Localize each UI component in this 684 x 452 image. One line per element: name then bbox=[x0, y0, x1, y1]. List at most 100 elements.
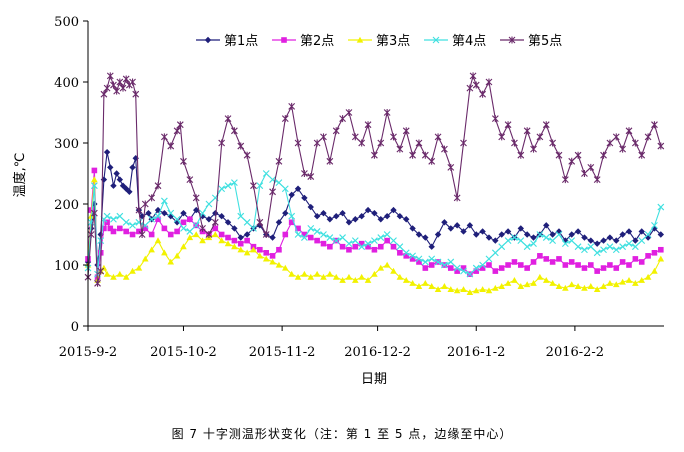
series-5-point bbox=[638, 151, 646, 159]
series-4-point bbox=[371, 237, 378, 244]
series-2-point bbox=[225, 234, 231, 241]
series-1-point bbox=[657, 231, 665, 238]
series-5-point bbox=[250, 182, 257, 190]
series-2-point bbox=[607, 262, 613, 268]
series-3-point bbox=[600, 283, 607, 289]
series-5-point bbox=[237, 142, 245, 150]
series-3-point bbox=[498, 283, 506, 289]
series-4-point bbox=[313, 228, 321, 235]
series-3-point bbox=[186, 234, 194, 241]
series-2-point bbox=[377, 243, 384, 250]
series-1-point bbox=[91, 200, 98, 208]
series-5-point bbox=[409, 151, 416, 159]
series-5-point bbox=[644, 133, 652, 141]
series-3-point bbox=[313, 270, 321, 277]
x-tick-label: 2016-12-2 bbox=[344, 345, 411, 360]
series-5-point bbox=[421, 151, 429, 159]
series-2-point bbox=[626, 262, 632, 268]
series-2-point bbox=[409, 256, 416, 262]
legend-swatch-marker bbox=[204, 36, 212, 44]
series-4-point bbox=[275, 179, 283, 187]
series-3-point bbox=[294, 273, 302, 280]
series-1-point bbox=[396, 213, 404, 220]
series-5-point bbox=[138, 231, 146, 238]
series-4-point bbox=[428, 255, 436, 263]
series-1-point bbox=[473, 231, 480, 238]
series-2-point bbox=[645, 253, 651, 259]
series-1-point bbox=[504, 228, 512, 235]
series-2-point bbox=[161, 225, 168, 232]
series-2-point bbox=[257, 246, 263, 253]
series-3-point bbox=[275, 261, 283, 268]
series-2-point bbox=[613, 265, 620, 271]
series-3-point bbox=[148, 246, 155, 253]
series-2-point bbox=[619, 259, 626, 265]
series-3-point bbox=[428, 283, 435, 289]
series-4-point bbox=[421, 258, 429, 266]
series-1-point bbox=[231, 225, 238, 232]
series-4-point bbox=[638, 237, 646, 244]
series-4-point bbox=[256, 182, 264, 190]
series-5-point bbox=[180, 157, 187, 165]
series-3-point bbox=[434, 286, 442, 292]
series-5-point bbox=[469, 72, 477, 80]
series-4-point bbox=[122, 218, 130, 226]
series-4-point bbox=[447, 258, 455, 266]
series-3-point bbox=[91, 176, 98, 183]
series-5-point bbox=[555, 151, 563, 159]
series-4-line bbox=[87, 172, 662, 275]
series-1-point bbox=[593, 240, 601, 247]
series-1-point bbox=[97, 231, 104, 238]
series-1-point bbox=[383, 213, 391, 220]
series-4-point bbox=[180, 225, 187, 232]
legend-label: 第4点 bbox=[452, 34, 486, 49]
series-3-point bbox=[103, 270, 111, 277]
series-1-point bbox=[352, 216, 359, 223]
series-4-point bbox=[466, 270, 474, 278]
series-1-point bbox=[218, 213, 225, 220]
series-4-point bbox=[651, 221, 658, 229]
series-5-point bbox=[320, 133, 327, 141]
series-3-point bbox=[326, 270, 334, 277]
series-5-point bbox=[313, 139, 321, 147]
series-1-point bbox=[638, 228, 645, 235]
series-3-point bbox=[218, 237, 225, 244]
series-3-point bbox=[364, 276, 372, 283]
series-3-point bbox=[651, 267, 658, 274]
series-5-point bbox=[205, 231, 213, 238]
series-3-point bbox=[173, 252, 181, 259]
series-5-point bbox=[275, 157, 283, 165]
series-3-point bbox=[288, 270, 295, 277]
series-2-point bbox=[187, 216, 193, 223]
series-2-point bbox=[632, 256, 639, 262]
series-5-point bbox=[351, 133, 359, 141]
series-3-point bbox=[332, 273, 340, 280]
series-3-point bbox=[224, 240, 232, 247]
series-3-point bbox=[562, 284, 569, 291]
legend-item-4: 第4点 bbox=[424, 34, 486, 49]
series-3-point bbox=[180, 243, 187, 250]
series-3-point bbox=[453, 287, 461, 294]
series-4-point bbox=[593, 249, 601, 257]
series-4-point bbox=[148, 215, 156, 223]
series-2-point bbox=[174, 228, 180, 235]
series-4-point bbox=[555, 231, 563, 238]
series-1-point bbox=[530, 234, 537, 241]
series-1-point bbox=[619, 231, 626, 238]
series-5-point bbox=[186, 176, 194, 184]
series-2-point bbox=[473, 268, 480, 274]
series-5-point bbox=[396, 145, 404, 153]
series-5-point bbox=[581, 170, 588, 177]
series-3-point bbox=[472, 287, 480, 294]
series-3-point bbox=[504, 280, 512, 286]
series-4-point bbox=[536, 231, 544, 238]
series-4-point bbox=[129, 221, 136, 229]
series-3-point bbox=[581, 284, 588, 291]
y-tick-label: 300 bbox=[54, 137, 79, 152]
series-4-point bbox=[479, 261, 486, 269]
series-4-point bbox=[409, 252, 416, 260]
series-3-point bbox=[339, 276, 346, 283]
series-4-point bbox=[511, 234, 518, 241]
series-4-point bbox=[351, 237, 359, 244]
series-4-point bbox=[301, 234, 308, 241]
